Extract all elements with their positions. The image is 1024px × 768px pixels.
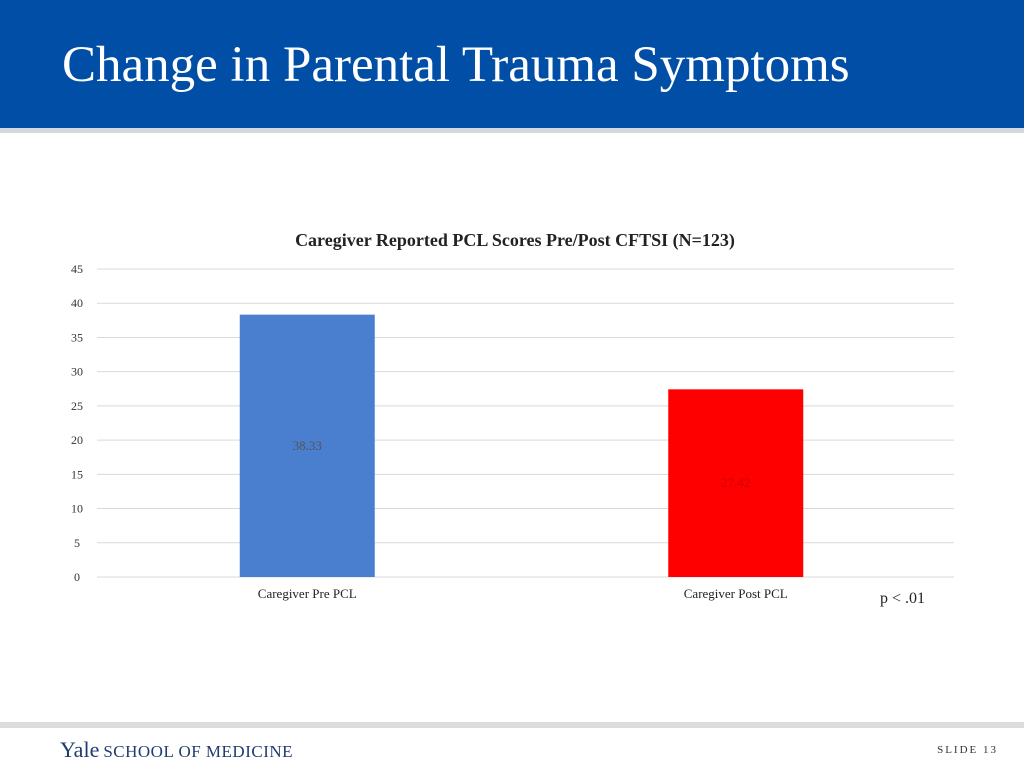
y-tick-label: 20 (71, 433, 83, 447)
bar-chart: Caregiver Reported PCL Scores Pre/Post C… (71, 230, 954, 601)
logo-yale-text: Yale (60, 737, 100, 762)
x-tick-label: Caregiver Post PCL (684, 586, 788, 601)
data-label: 27.42 (721, 475, 750, 490)
bar-post (668, 389, 804, 577)
slide-header (0, 0, 1024, 128)
y-axis-ticks: 0 5 10 15 20 25 30 35 40 45 (71, 262, 83, 584)
x-tick-label: Caregiver Pre PCL (258, 586, 357, 601)
x-axis-labels: Caregiver Pre PCL Caregiver Post PCL (258, 586, 788, 601)
y-tick-label: 30 (71, 365, 83, 379)
y-tick-label: 25 (71, 399, 83, 413)
slide-number: SLIDE 13 (937, 744, 998, 756)
p-value-note: p < .01 (880, 590, 926, 607)
yale-school-of-medicine-logo: Yale SCHOOL OF MEDICINE (60, 737, 293, 763)
chart-title: Caregiver Reported PCL Scores Pre/Post C… (295, 230, 735, 251)
logo-school-text: SCHOOL OF MEDICINE (103, 742, 294, 761)
y-tick-label: 5 (74, 536, 80, 550)
y-tick-label: 15 (71, 467, 83, 481)
gridlines (97, 268, 954, 578)
y-tick-label: 45 (71, 262, 83, 276)
y-tick-label: 40 (71, 296, 83, 310)
y-tick-label: 0 (74, 570, 80, 584)
footer-divider (0, 722, 1024, 728)
header-divider (0, 128, 1024, 133)
data-label: 38.33 (293, 438, 322, 453)
bars (239, 314, 804, 577)
y-tick-label: 10 (71, 502, 83, 516)
y-tick-label: 35 (71, 330, 83, 344)
slide-title: Change in Parental Trauma Symptoms (62, 37, 850, 93)
data-labels: 38.33 27.42 (293, 438, 751, 490)
bar-pre (239, 314, 375, 577)
